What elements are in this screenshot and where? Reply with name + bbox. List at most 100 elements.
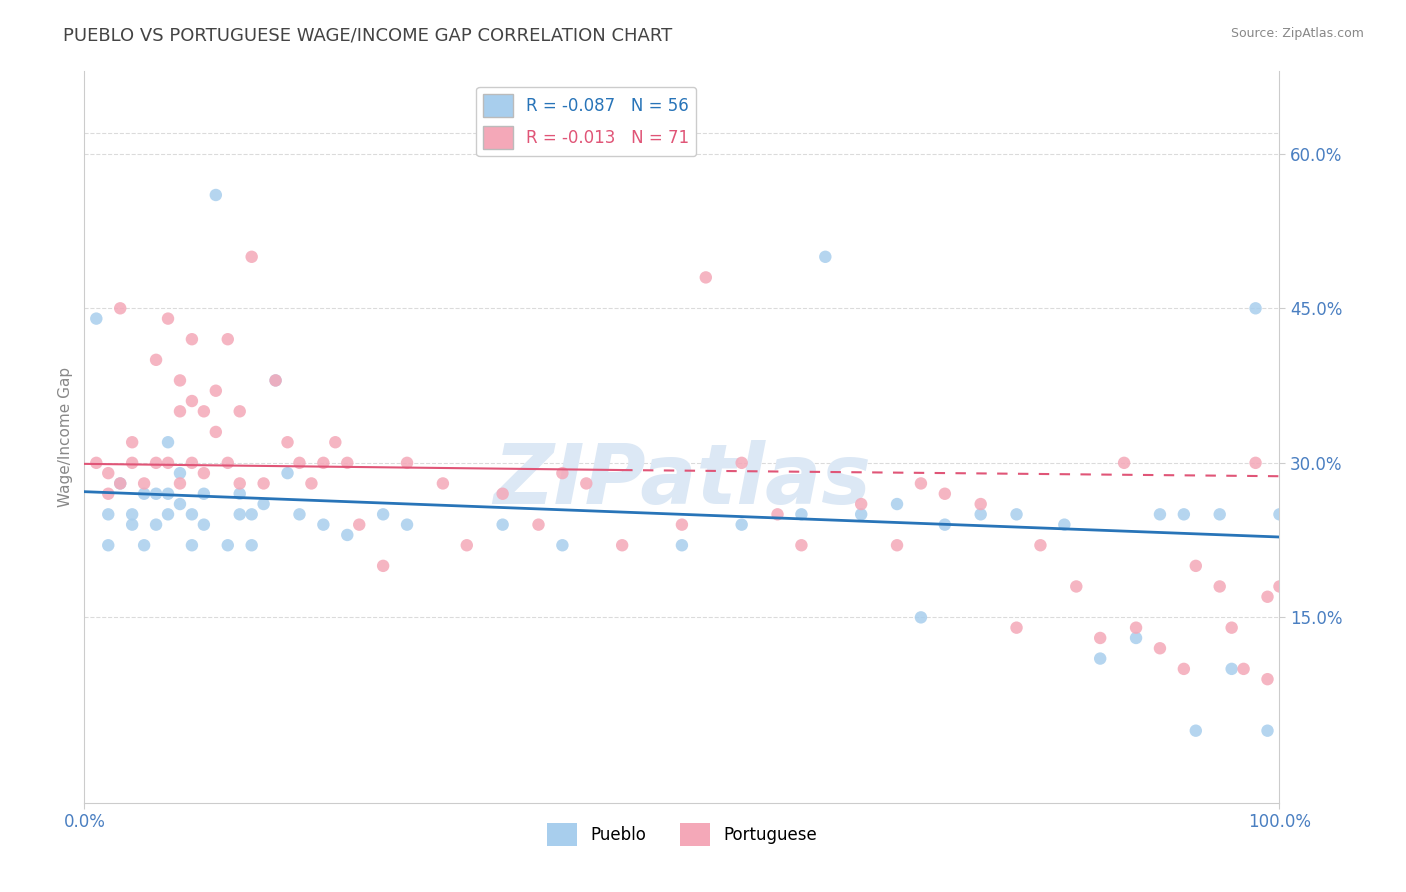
Point [766, 508, 789, 522]
Point [1173, 662, 1195, 676]
Point [169, 404, 191, 418]
Point [253, 497, 276, 511]
Point [1209, 579, 1232, 593]
Point [1125, 631, 1147, 645]
Point [264, 373, 287, 387]
Point [551, 538, 574, 552]
Point [1066, 579, 1088, 593]
Point [97, 466, 120, 480]
Point [312, 456, 335, 470]
Point [145, 487, 167, 501]
Point [910, 610, 932, 624]
Point [1125, 621, 1147, 635]
Point [1053, 517, 1076, 532]
Point [1268, 508, 1291, 522]
Point [456, 538, 478, 552]
Point [671, 538, 693, 552]
Point [86, 311, 108, 326]
Point [157, 311, 180, 326]
Point [1005, 621, 1028, 635]
Point [325, 435, 347, 450]
Point [970, 508, 993, 522]
Point [492, 517, 515, 532]
Point [934, 517, 956, 532]
Point [910, 476, 932, 491]
Point [205, 384, 228, 398]
Point [396, 517, 419, 532]
Point [1244, 301, 1267, 316]
Point [97, 508, 120, 522]
Point [193, 517, 215, 532]
Point [181, 508, 204, 522]
Point [1185, 723, 1208, 738]
Point [731, 517, 754, 532]
Text: Source: ZipAtlas.com: Source: ZipAtlas.com [1230, 27, 1364, 40]
Point [527, 517, 550, 532]
Point [132, 487, 156, 501]
Point [86, 456, 108, 470]
Point [731, 456, 754, 470]
Point [336, 528, 359, 542]
Point [132, 538, 156, 552]
Point [1090, 631, 1112, 645]
Point [169, 373, 191, 387]
Point [110, 476, 132, 491]
Point [277, 435, 299, 450]
Point [169, 476, 191, 491]
Point [145, 517, 167, 532]
Point [1185, 558, 1208, 573]
Point [851, 508, 873, 522]
Point [169, 497, 191, 511]
Point [492, 487, 515, 501]
Point [240, 508, 263, 522]
Point [157, 435, 180, 450]
Point [264, 373, 287, 387]
Point [1257, 672, 1279, 686]
Point [1209, 508, 1232, 522]
Point [193, 466, 215, 480]
Point [396, 456, 419, 470]
Point [157, 508, 180, 522]
Point [934, 487, 956, 501]
Point [301, 476, 323, 491]
Point [110, 301, 132, 316]
Point [240, 250, 263, 264]
Point [551, 466, 574, 480]
Point [288, 456, 311, 470]
Point [575, 476, 598, 491]
Point [695, 270, 717, 285]
Point [229, 508, 252, 522]
Point [181, 538, 204, 552]
Point [1244, 456, 1267, 470]
Point [217, 456, 239, 470]
Point [217, 538, 239, 552]
Point [1268, 579, 1291, 593]
Point [1090, 651, 1112, 665]
Point [132, 476, 156, 491]
Point [181, 456, 204, 470]
Point [886, 538, 908, 552]
Point [886, 497, 908, 511]
Point [157, 487, 180, 501]
Point [432, 476, 454, 491]
Point [193, 404, 215, 418]
Point [1149, 641, 1171, 656]
Legend: Pueblo, Portuguese: Pueblo, Portuguese [540, 816, 824, 853]
Point [790, 538, 813, 552]
Point [1220, 621, 1243, 635]
Point [612, 538, 634, 552]
Point [1257, 723, 1279, 738]
Point [373, 508, 395, 522]
Point [814, 250, 837, 264]
Point [253, 476, 276, 491]
Point [157, 456, 180, 470]
Point [205, 425, 228, 439]
Point [217, 332, 239, 346]
Point [373, 558, 395, 573]
Point [1233, 662, 1256, 676]
Point [277, 466, 299, 480]
Point [288, 508, 311, 522]
Point [229, 487, 252, 501]
Point [97, 487, 120, 501]
Point [121, 517, 143, 532]
